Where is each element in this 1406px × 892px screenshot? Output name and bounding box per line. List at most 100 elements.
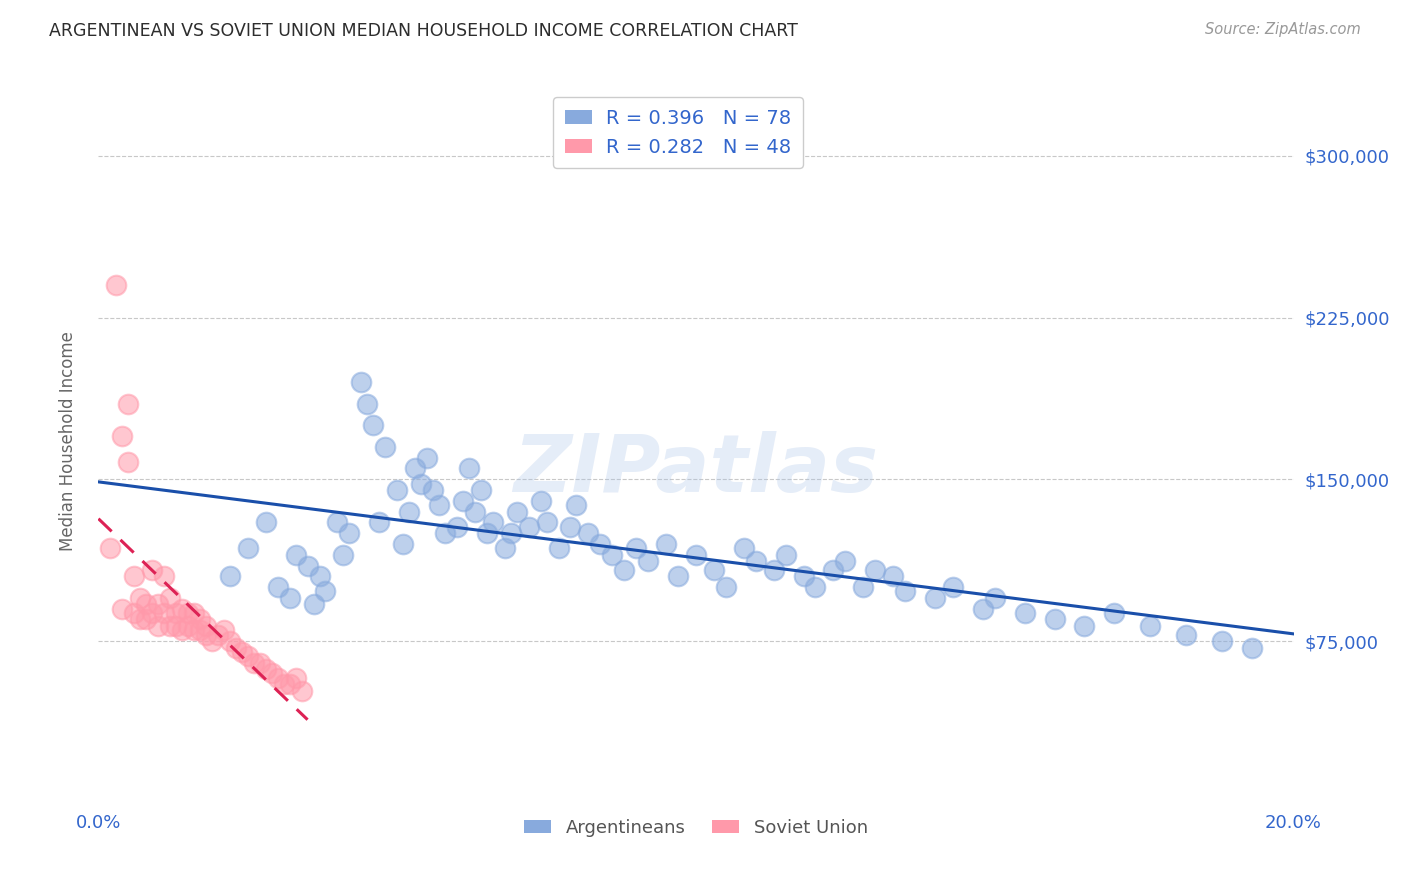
Point	[894, 584, 917, 599]
Point	[626, 541, 648, 556]
Point	[1240, 640, 1263, 655]
Point	[565, 498, 588, 512]
Point	[188, 624, 211, 638]
Point	[124, 606, 146, 620]
Point	[1211, 634, 1233, 648]
Point	[470, 483, 492, 497]
Point	[1014, 606, 1036, 620]
Point	[924, 591, 946, 605]
Point	[882, 569, 904, 583]
Point	[117, 455, 139, 469]
Point	[536, 516, 558, 530]
Point	[249, 656, 271, 670]
Point	[530, 493, 553, 508]
Point	[177, 619, 200, 633]
Point	[308, 569, 330, 583]
Point	[446, 520, 468, 534]
Point	[942, 580, 965, 594]
Point	[159, 591, 181, 605]
Point	[111, 601, 134, 615]
Point	[243, 656, 266, 670]
Point	[458, 461, 481, 475]
Point	[267, 671, 290, 685]
Point	[231, 645, 253, 659]
Point	[1139, 619, 1161, 633]
Point	[225, 640, 247, 655]
Point	[207, 627, 229, 641]
Point	[141, 606, 163, 620]
Point	[517, 520, 540, 534]
Point	[404, 461, 426, 475]
Text: Source: ZipAtlas.com: Source: ZipAtlas.com	[1205, 22, 1361, 37]
Point	[212, 624, 235, 638]
Point	[793, 569, 815, 583]
Point	[434, 526, 457, 541]
Point	[482, 516, 505, 530]
Point	[339, 526, 361, 541]
Point	[499, 526, 522, 541]
Point	[159, 619, 181, 633]
Point	[260, 666, 283, 681]
Point	[1043, 612, 1066, 626]
Point	[714, 580, 737, 594]
Point	[703, 563, 725, 577]
Point	[363, 418, 385, 433]
Point	[745, 554, 768, 568]
Point	[475, 526, 498, 541]
Point	[416, 450, 439, 465]
Y-axis label: Median Household Income: Median Household Income	[59, 332, 77, 551]
Point	[804, 580, 827, 594]
Point	[302, 598, 325, 612]
Point	[236, 541, 259, 556]
Point	[1073, 619, 1095, 633]
Point	[451, 493, 474, 508]
Point	[411, 476, 433, 491]
Point	[278, 591, 301, 605]
Point	[165, 606, 187, 620]
Point	[685, 548, 707, 562]
Point	[1104, 606, 1126, 620]
Point	[284, 671, 307, 685]
Point	[278, 677, 301, 691]
Point	[464, 505, 486, 519]
Point	[602, 548, 624, 562]
Point	[129, 591, 152, 605]
Point	[219, 569, 242, 583]
Point	[392, 537, 415, 551]
Point	[984, 591, 1007, 605]
Point	[195, 619, 218, 633]
Point	[852, 580, 875, 594]
Point	[177, 606, 200, 620]
Point	[188, 612, 211, 626]
Point	[201, 634, 224, 648]
Text: ARGENTINEAN VS SOVIET UNION MEDIAN HOUSEHOLD INCOME CORRELATION CHART: ARGENTINEAN VS SOVIET UNION MEDIAN HOUSE…	[49, 22, 799, 40]
Point	[427, 498, 450, 512]
Text: ZIPatlas: ZIPatlas	[513, 432, 879, 509]
Point	[547, 541, 569, 556]
Point	[98, 541, 122, 556]
Legend: Argentineans, Soviet Union: Argentineans, Soviet Union	[516, 812, 876, 845]
Point	[762, 563, 785, 577]
Point	[385, 483, 409, 497]
Point	[297, 558, 319, 573]
Point	[834, 554, 856, 568]
Point	[326, 516, 349, 530]
Point	[356, 397, 378, 411]
Point	[141, 563, 163, 577]
Point	[172, 601, 194, 615]
Point	[148, 598, 170, 612]
Point	[254, 516, 277, 530]
Point	[1175, 627, 1198, 641]
Point	[374, 440, 396, 454]
Point	[236, 649, 259, 664]
Point	[733, 541, 755, 556]
Point	[655, 537, 678, 551]
Point	[865, 563, 887, 577]
Point	[291, 683, 314, 698]
Point	[148, 619, 170, 633]
Point	[172, 624, 194, 638]
Point	[398, 505, 420, 519]
Point	[589, 537, 612, 551]
Point	[105, 278, 128, 293]
Point	[972, 601, 994, 615]
